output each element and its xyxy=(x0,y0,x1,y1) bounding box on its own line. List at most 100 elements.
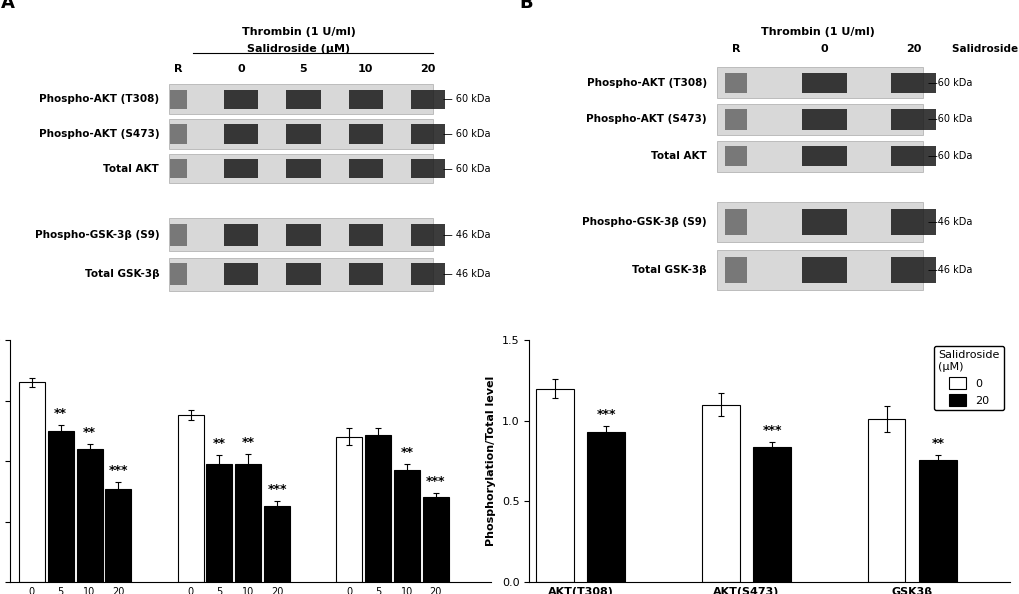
Bar xyxy=(716,249,922,290)
Text: **: ** xyxy=(400,446,413,459)
Bar xyxy=(223,224,258,246)
Bar xyxy=(169,224,186,246)
Bar xyxy=(891,208,935,235)
Text: Phospho-AKT (T308): Phospho-AKT (T308) xyxy=(586,78,706,88)
Bar xyxy=(348,124,382,144)
Bar xyxy=(18,383,45,582)
Bar xyxy=(206,463,232,582)
Text: ***: *** xyxy=(109,464,128,477)
Bar xyxy=(177,415,204,582)
Bar xyxy=(918,460,956,582)
Text: Salidroside (μM): Salidroside (μM) xyxy=(951,44,1019,54)
Text: Total GSK-3β: Total GSK-3β xyxy=(632,265,706,274)
Bar xyxy=(336,437,362,582)
Text: Thrombin (1 U/ml): Thrombin (1 U/ml) xyxy=(242,27,356,37)
Text: 0: 0 xyxy=(236,64,245,74)
Text: — 60 kDa: — 60 kDa xyxy=(442,94,490,104)
Bar xyxy=(802,109,847,129)
Text: —60 kDa: —60 kDa xyxy=(927,78,971,88)
Bar xyxy=(891,72,935,93)
Bar xyxy=(891,109,935,129)
Bar xyxy=(223,124,258,144)
Bar xyxy=(168,219,433,251)
Bar xyxy=(348,263,382,285)
Bar xyxy=(411,263,445,285)
Bar xyxy=(348,159,382,178)
Bar xyxy=(411,124,445,144)
Bar xyxy=(169,159,186,178)
Text: 20: 20 xyxy=(420,64,435,74)
Text: ***: *** xyxy=(596,408,615,421)
Bar xyxy=(348,90,382,109)
Bar xyxy=(716,67,922,98)
Bar xyxy=(286,224,320,246)
Bar xyxy=(365,435,391,582)
Text: Total GSK-3β: Total GSK-3β xyxy=(85,269,159,279)
Bar xyxy=(716,141,922,172)
Bar xyxy=(286,263,320,285)
Text: Phospho-AKT (S473): Phospho-AKT (S473) xyxy=(586,115,706,125)
Text: Salidroside (μM): Salidroside (μM) xyxy=(247,44,350,54)
Text: Total AKT: Total AKT xyxy=(103,164,159,174)
Text: —60 kDa: —60 kDa xyxy=(927,151,971,161)
Y-axis label: Phosphorylation/Total level: Phosphorylation/Total level xyxy=(486,376,496,546)
Bar xyxy=(723,208,746,235)
Text: — 60 kDa: — 60 kDa xyxy=(442,164,490,174)
Bar xyxy=(723,257,746,283)
Text: **: ** xyxy=(54,407,67,420)
Text: 0: 0 xyxy=(820,44,827,54)
Bar xyxy=(76,449,103,582)
Text: A: A xyxy=(1,0,14,12)
Text: B: B xyxy=(519,0,533,12)
Bar xyxy=(411,224,445,246)
Text: Phospho-GSK-3β (S9): Phospho-GSK-3β (S9) xyxy=(582,217,706,227)
Text: — 46 kDa: — 46 kDa xyxy=(442,269,490,279)
Bar xyxy=(168,154,433,184)
Bar xyxy=(411,159,445,178)
Bar xyxy=(235,463,261,582)
Bar xyxy=(891,146,935,166)
Bar xyxy=(169,124,186,144)
Bar xyxy=(716,202,922,242)
Text: 5: 5 xyxy=(300,64,307,74)
Text: —46 kDa: —46 kDa xyxy=(927,265,971,274)
Bar xyxy=(169,90,186,109)
Bar xyxy=(867,419,905,582)
Bar xyxy=(169,263,186,285)
Bar xyxy=(223,90,258,109)
Bar xyxy=(587,432,625,582)
Text: ***: *** xyxy=(761,424,781,437)
Bar xyxy=(264,506,289,582)
Text: ***: *** xyxy=(267,483,286,496)
Text: Phospho-GSK-3β (S9): Phospho-GSK-3β (S9) xyxy=(35,230,159,240)
Text: **: ** xyxy=(930,437,944,450)
Bar xyxy=(891,257,935,283)
Bar xyxy=(168,258,433,290)
Bar xyxy=(701,405,739,582)
Text: — 60 kDa: — 60 kDa xyxy=(442,129,490,139)
Text: **: ** xyxy=(242,436,255,449)
Bar xyxy=(716,104,922,135)
Bar xyxy=(48,431,73,582)
Text: Thrombin (1 U/ml): Thrombin (1 U/ml) xyxy=(760,27,873,37)
Text: 10: 10 xyxy=(358,64,373,74)
Bar xyxy=(723,109,746,129)
Bar xyxy=(393,470,420,582)
Text: Phospho-AKT (T308): Phospho-AKT (T308) xyxy=(39,94,159,104)
Bar xyxy=(105,489,131,582)
Legend: 0, 20: 0, 20 xyxy=(933,346,1004,410)
Bar xyxy=(168,84,433,114)
Bar xyxy=(286,124,320,144)
Text: **: ** xyxy=(83,426,96,440)
Bar xyxy=(802,72,847,93)
Text: —46 kDa: —46 kDa xyxy=(927,217,971,227)
Bar xyxy=(223,263,258,285)
Text: ***: *** xyxy=(426,475,445,488)
Bar xyxy=(168,119,433,148)
Text: R: R xyxy=(174,64,182,74)
Bar xyxy=(752,447,790,582)
Bar xyxy=(723,72,746,93)
Bar xyxy=(223,159,258,178)
Text: R: R xyxy=(731,44,740,54)
Text: Total AKT: Total AKT xyxy=(651,151,706,161)
